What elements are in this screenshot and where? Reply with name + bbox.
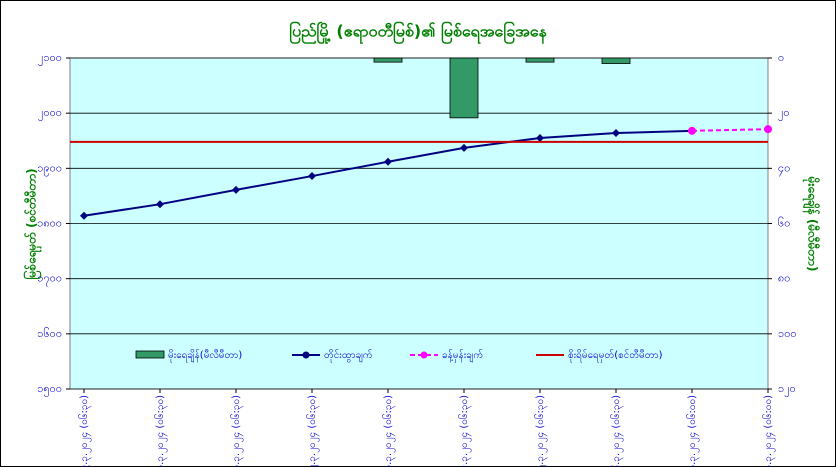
y2-tick-label: ၀	[778, 51, 784, 64]
y2-axis-label: မိုးရေချိန် (မီလီမီတာ)	[802, 176, 822, 272]
bar	[601, 57, 631, 64]
y-tick-label: ၂၀၀၀	[38, 106, 62, 121]
marker	[80, 211, 88, 220]
x-tick-label: ၁၁.၃.၂၀၂၄ (၀၆:၃၀)	[229, 395, 244, 467]
marker	[764, 125, 772, 134]
legend-marker	[302, 351, 310, 359]
x-tick-label: ၁၂.၃.၂၀၂၄ (၀၆:၃၀)	[305, 395, 320, 467]
y2-tick-label: ၁၀၀	[778, 327, 797, 340]
y-tick-label: ၂၁၀၀	[38, 51, 62, 66]
marker	[612, 129, 620, 138]
line	[691, 128, 769, 132]
marker	[460, 143, 468, 152]
legend-label: ခန့်မှန်းချက်	[442, 348, 483, 363]
bar	[525, 57, 555, 63]
legend-label: မိုးရေချိန်(မီလီမီတာ)	[168, 348, 242, 363]
y2-tick-label: ၂၀	[778, 106, 790, 121]
bar	[373, 57, 403, 63]
y2-tick-label: ၁၂၀	[778, 382, 796, 397]
marker	[232, 185, 240, 194]
y-tick-label: ၁၆၀၀	[37, 327, 62, 340]
legend-swatch	[135, 350, 165, 359]
y-tick-label: ၁၉၀၀	[37, 161, 62, 176]
marker	[688, 126, 696, 135]
x-tick-label: ၁၀.၃.၂၀၂၄ (၀၆:၃၀)	[153, 395, 168, 467]
x-tick-label: ၁၃.၃.၂၀၂၄ (၀၆:၃၀)	[381, 395, 396, 467]
y-tick-label: ၁၅၀၀	[37, 382, 62, 397]
marker	[156, 200, 164, 209]
x-tick-label: ၁၄.၃.၂၀၂၄ (၀၆:၃၀)	[457, 395, 472, 467]
x-tick-label: ၁၆.၃.၂၀၂၄ (၀၆:၃၀)	[609, 395, 624, 467]
bar	[449, 57, 479, 119]
marker	[308, 172, 316, 181]
x-tick-label: ၁၈.၃.၂၀၂၄ (၀၆:၀၀)	[761, 395, 776, 467]
y2-tick-label: ၈၀	[778, 272, 790, 285]
marker	[384, 157, 392, 166]
x-tick-label: ၁၅.၃.၂၀၂၄ (၀၆:၃၀)	[533, 395, 548, 467]
y2-tick-label: ၄၀	[778, 161, 790, 176]
y-tick-label: ၁၈၀၀	[37, 217, 62, 230]
legend-label: တိုင်းထွာချက်	[324, 348, 373, 363]
y-tick-label: ၁၇၀၀	[37, 272, 62, 287]
y-axis-label: မြစ်ရေမှတ် (စင်တီမီတာ)	[22, 168, 43, 279]
legend-label: စိုးရိမ်ရေမှတ်(စင်တီမီတာ)	[568, 348, 663, 363]
marker	[536, 133, 544, 142]
x-tick-label: ၁၇.၃.၂၀၂၄ (၀၆:၀၀)	[685, 395, 700, 467]
y2-tick-label: ၆၀	[778, 217, 790, 230]
legend-marker	[420, 351, 428, 359]
x-tick-label: ၉.၃.၂၀၂၄ (၀၆:၃၀)	[77, 395, 92, 467]
